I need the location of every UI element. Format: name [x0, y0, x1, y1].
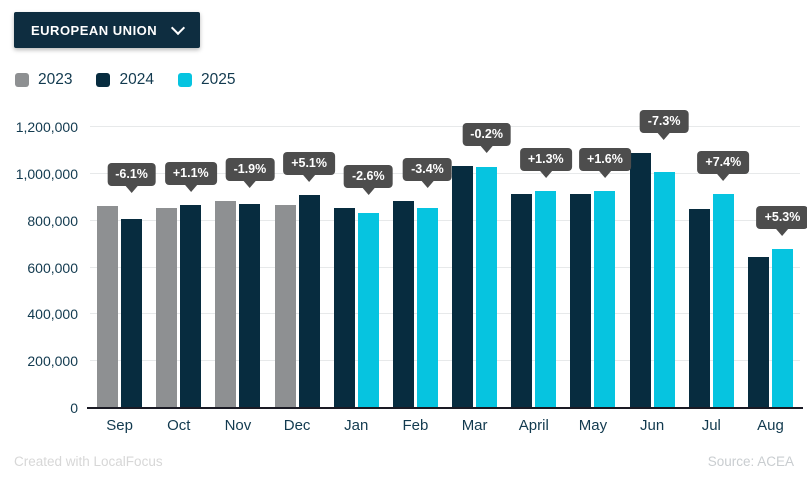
x-axis-label-Dec: Dec	[283, 417, 311, 434]
change-label-bubble-May: +1.6%	[579, 147, 631, 178]
change-label-bubble-Feb: -3.4%	[403, 158, 452, 188]
plot-area: -6.1% Sep +1.1% Oct -1.9% Nov +5.1% Dec -2.6% Jan…	[87, 109, 807, 434]
y-tick-label: 1,200,000	[15, 119, 78, 135]
x-axis-label-Jan: Jan	[344, 417, 369, 434]
bar-group-Dec: +5.1% Dec	[268, 127, 335, 434]
y-tick-label: 1,000,000	[15, 165, 78, 182]
change-label-bubble-Nov: -1.9%	[225, 157, 275, 188]
gridline	[90, 360, 800, 362]
change-label-bubble-Sep: -6.1%	[107, 163, 156, 194]
bar-2023-Dec[interactable]	[274, 204, 296, 408]
y-tick-label: 400,000	[27, 306, 78, 323]
change-label-bubble-Jun: -7.3%	[639, 109, 689, 140]
legend-label: 2023	[38, 71, 73, 88]
legend-swatch-2024	[96, 73, 111, 87]
x-axis-label-April: April	[518, 417, 549, 434]
y-tick-label: 600,000	[27, 259, 78, 276]
change-label-bubble-April: +1.3%	[519, 148, 572, 179]
x-axis-label-Nov: Nov	[224, 417, 252, 434]
credit-text: Created with LocalFocus	[14, 454, 163, 469]
legend-item-2024: 2024	[96, 71, 154, 89]
legend-item-2025: 2025	[177, 71, 236, 89]
change-label-bubble-Dec: +5.1%	[283, 151, 335, 182]
bar-2024-Sep[interactable]	[121, 218, 143, 408]
bar-2025-May[interactable]	[594, 190, 616, 408]
x-axis-label-Feb: Feb	[402, 417, 429, 434]
change-label-bubble-Oct: +1.1%	[164, 162, 217, 193]
bar-2025-Mar[interactable]	[476, 167, 498, 408]
x-axis-label-Mar: Mar	[461, 417, 488, 434]
bar-group-Feb: -3.4% Feb	[386, 127, 452, 434]
change-label-bubble-Jan: -2.6%	[343, 165, 393, 196]
bar-group-May: +1.6% May	[563, 127, 631, 434]
bar-2024-Nov[interactable]	[239, 204, 261, 408]
bar-2024-May[interactable]	[570, 194, 592, 408]
bar-2023-Sep[interactable]	[97, 206, 119, 408]
x-axis-label-Jun: Jun	[640, 417, 665, 434]
gridline	[90, 313, 800, 315]
bar-2024-Dec[interactable]	[298, 194, 320, 408]
bar-2025-April[interactable]	[535, 191, 557, 408]
legend-label: 2025	[200, 71, 236, 88]
bar-group-Jun: -7.3% Jun	[623, 109, 689, 434]
bar-group-Jul: +7.4% Jul	[682, 127, 750, 434]
bar-group-Nov: -1.9% Nov	[208, 127, 275, 434]
bar-group-Jan: -2.6% Jan	[327, 127, 393, 434]
bar-2024-Mar[interactable]	[452, 166, 474, 408]
bar-2025-Aug[interactable]	[771, 249, 793, 408]
change-label-bubble-Jul: +7.4%	[697, 150, 750, 181]
x-axis-label-Aug: Aug	[757, 417, 784, 434]
change-label-bubble-Aug: +5.3%	[756, 206, 807, 237]
bar-2024-Jul[interactable]	[688, 208, 710, 408]
x-axis-label-Oct: Oct	[167, 417, 191, 434]
x-axis-line	[87, 407, 803, 409]
bar-group-Mar: -0.2% Mar	[445, 123, 511, 434]
bar-2024-April[interactable]	[511, 193, 533, 408]
bar-2023-Oct[interactable]	[156, 207, 178, 408]
x-axis-label-Jul: Jul	[701, 417, 721, 434]
bar-2024-Aug[interactable]	[747, 257, 769, 408]
legend-swatch-2025	[177, 73, 192, 87]
chevron-down-icon	[171, 20, 186, 35]
legend-item-2023: 2023	[15, 71, 72, 89]
bar-2023-Nov[interactable]	[215, 200, 237, 408]
x-axis-label-May: May	[578, 417, 608, 434]
y-tick-label: 200,000	[27, 353, 78, 370]
source-text: Source: ACEA	[707, 454, 794, 469]
bar-groups: -6.1% Sep +1.1% Oct -1.9% Nov +5.1% Dec -2.6% Jan…	[90, 109, 807, 434]
bar-group-Aug: +5.3% Aug	[741, 127, 807, 434]
bar-2025-Jun[interactable]	[653, 171, 675, 408]
gridline	[90, 219, 800, 221]
change-label-bubble-Mar: -0.2%	[462, 123, 511, 154]
bar-group-Oct: +1.1% Oct	[149, 127, 217, 434]
legend-swatch-2023	[15, 73, 29, 87]
bar-2025-Jan[interactable]	[357, 213, 379, 408]
bar-group-Sep: -6.1% Sep	[90, 127, 156, 434]
y-tick-label: 0	[70, 400, 78, 416]
gridline	[90, 126, 800, 127]
bar-2024-Oct[interactable]	[180, 205, 202, 408]
bar-2025-Jul[interactable]	[712, 193, 734, 408]
region-selector-label: EUROPEAN UNION	[31, 22, 158, 38]
region-selector[interactable]: EUROPEAN UNION	[14, 12, 201, 48]
bar-2024-Jan[interactable]	[333, 208, 355, 408]
bar-group-April: +1.3% April	[504, 127, 572, 434]
legend: 2023 2024 2025	[15, 71, 235, 89]
bar-2025-Feb[interactable]	[416, 208, 438, 408]
gridline	[90, 266, 800, 268]
bar-2024-Jun[interactable]	[629, 152, 651, 408]
x-axis-label-Sep: Sep	[106, 417, 133, 434]
bar-2024-Feb[interactable]	[392, 201, 414, 408]
y-tick-label: 800,000	[27, 212, 78, 229]
legend-label: 2024	[119, 71, 154, 88]
